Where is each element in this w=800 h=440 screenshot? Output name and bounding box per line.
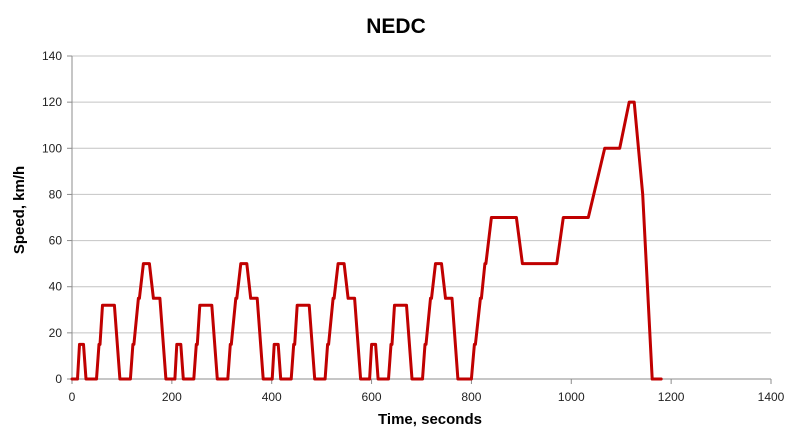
x-tick-label: 200 [162, 390, 182, 404]
x-axis-label: Time, seconds [378, 411, 482, 428]
x-tick-label: 800 [461, 390, 481, 404]
y-tick-label: 60 [49, 234, 63, 248]
y-tick-label: 0 [55, 372, 62, 386]
x-tick-label: 1200 [658, 390, 685, 404]
x-tick-label: 1400 [758, 390, 785, 404]
series-layer [70, 100, 663, 381]
speed-series-line [70, 100, 663, 381]
x-tick-label: 600 [362, 390, 382, 404]
y-tick-label: 100 [42, 141, 62, 155]
y-tick-label: 140 [42, 49, 62, 63]
axes [67, 55, 772, 384]
chart-title: NEDC [366, 15, 426, 38]
y-tick-label: 80 [49, 187, 63, 201]
grid-lines [72, 55, 771, 334]
y-axis-label: Speed, km/h [11, 166, 28, 254]
y-tick-label: 120 [42, 95, 62, 109]
x-tick-label: 400 [262, 390, 282, 404]
y-tick-label: 40 [49, 280, 63, 294]
x-tick-label: 1000 [558, 390, 585, 404]
y-tick-label: 20 [49, 326, 63, 340]
x-tick-label: 0 [69, 390, 76, 404]
